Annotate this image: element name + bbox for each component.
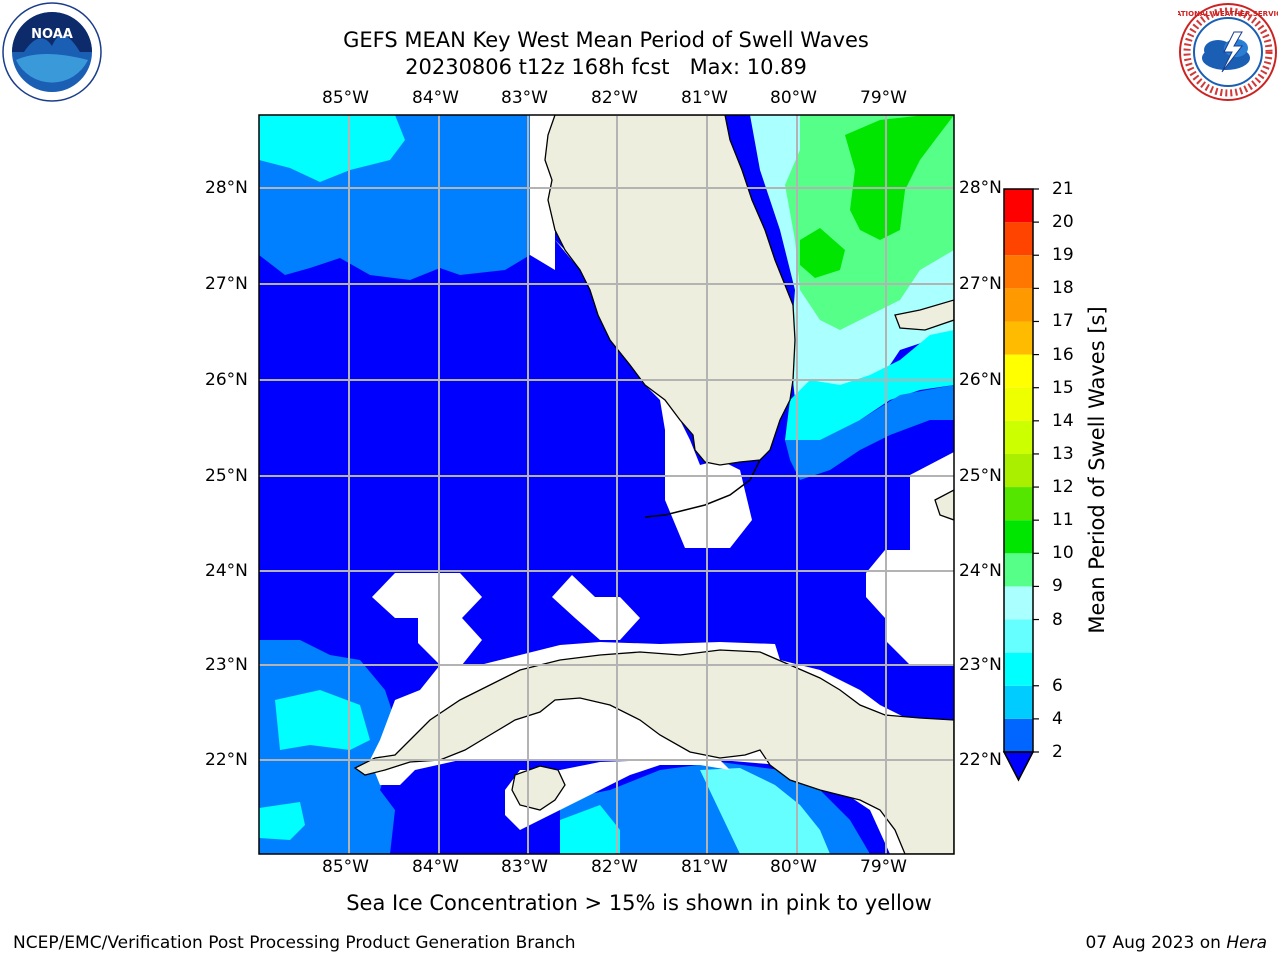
lat-label-right: 27°N (959, 274, 1002, 294)
colorbar-tick-label: 19 (1052, 245, 1074, 266)
sea-ice-note: Sea Ice Concentration > 15% is shown in … (346, 891, 932, 915)
lon-label-bottom: 79°W (860, 857, 907, 877)
map-frame (258, 114, 955, 855)
colorbar-band (1004, 354, 1033, 388)
nws-logo-text: NATIONAL WEATHER SERVICE (1178, 10, 1278, 18)
colorbar-tick-label: 21 (1052, 179, 1074, 199)
colorbar-tick-label: 14 (1052, 410, 1074, 431)
land-florida-keys (644, 459, 761, 518)
lat-label-right: 23°N (959, 655, 1002, 675)
colorbar-band (1004, 718, 1033, 752)
nws-logo: NATIONAL WEATHER SERVICE (1178, 3, 1278, 101)
noaa-logo: NOAA (2, 2, 102, 102)
lat-label-left: 23°N (205, 655, 248, 675)
lat-label-left: 28°N (205, 178, 248, 198)
lat-label-right: 24°N (959, 561, 1002, 581)
colorbar-band (1004, 520, 1033, 554)
land-isla-juventud (511, 765, 566, 811)
lon-label-top: 80°W (770, 88, 817, 108)
lon-label-top: 83°W (501, 88, 548, 108)
colorbar-band (1004, 586, 1033, 620)
colorbar-band (1004, 288, 1033, 322)
max-value: Max: 10.89 (689, 55, 807, 79)
lon-label-top: 85°W (322, 88, 369, 108)
lat-label-left: 26°N (205, 370, 248, 390)
footer-host: Hera (1226, 933, 1267, 953)
lon-label-bottom: 81°W (681, 857, 728, 877)
ocean-cyan-south (560, 805, 620, 854)
lon-label-top: 79°W (860, 88, 907, 108)
colorbar-band (1004, 553, 1033, 587)
colorbar-band (1004, 685, 1033, 719)
map-gridlines (259, 115, 954, 854)
lat-label-right: 26°N (959, 370, 1002, 390)
colorbar-tick-label: 6 (1052, 675, 1063, 696)
map-area (259, 115, 954, 854)
lon-label-top: 82°W (591, 88, 638, 108)
lon-label-bottom: 80°W (770, 857, 817, 877)
ocean-cyan-east (785, 330, 954, 470)
colorbar-band (1004, 321, 1033, 355)
colorbar-title: Mean Period of Swell Waves [s] (1085, 306, 1109, 634)
colorbar-frame (1003, 188, 1034, 753)
noaa-logo-text: NOAA (31, 27, 73, 42)
lat-label-left: 22°N (205, 750, 248, 770)
colorbar-band (1004, 420, 1033, 454)
land-andros (934, 489, 954, 521)
colorbar-band (1004, 487, 1033, 521)
lat-label-right: 22°N (959, 750, 1002, 770)
ocean-cyan-sw (275, 690, 370, 750)
colorbar-tick-label: 12 (1052, 477, 1074, 498)
chart-subtitle: 20230806 t12z 168h fcst Max: 10.89 (256, 54, 956, 80)
colorbar-tick-label: 18 (1052, 278, 1074, 299)
colorbar-tick-label: 15 (1052, 377, 1074, 398)
colorbar-band (1004, 619, 1033, 653)
ocean-green-east-2 (800, 228, 845, 278)
ocean-cyan-sw-2 (259, 802, 305, 840)
colorbar-band (1004, 222, 1033, 256)
colorbar-tick-label: 2 (1052, 742, 1063, 762)
colorbar-band (1004, 453, 1033, 488)
ocean-green-east-1 (845, 115, 954, 240)
colorbar (1002, 188, 1039, 782)
lon-label-bottom: 84°W (412, 857, 459, 877)
lon-label-bottom: 83°W (501, 857, 548, 877)
lat-label-right: 25°N (959, 466, 1002, 486)
colorbar-tick-label: 17 (1052, 311, 1074, 332)
lon-label-top: 84°W (412, 88, 459, 108)
colorbar-tick-label: 10 (1052, 543, 1074, 564)
lat-label-left: 27°N (205, 274, 248, 294)
colorbar-tick-label: 8 (1052, 609, 1063, 630)
colorbar-tick-label: 13 (1052, 443, 1074, 464)
footer-date-text: 07 Aug 2023 on (1085, 933, 1227, 953)
lon-label-bottom: 82°W (591, 857, 638, 877)
colorbar-band (1004, 255, 1033, 289)
lat-label-left: 25°N (205, 466, 248, 486)
land-florida (544, 115, 796, 466)
footer-date: 07 Aug 2023 on Hera (1085, 933, 1267, 953)
lat-label-right: 28°N (959, 178, 1002, 198)
land-cuba (353, 649, 954, 854)
land-bahamas (894, 299, 954, 331)
lon-label-top: 81°W (681, 88, 728, 108)
colorbar-band (1004, 652, 1033, 686)
colorbar-band (1004, 387, 1033, 421)
colorbar-extend-arrow (1002, 751, 1035, 782)
forecast-date: 20230806 t12z 168h fcst (405, 55, 670, 79)
colorbar-tick-label: 16 (1052, 344, 1074, 365)
colorbar-tick-label: 9 (1052, 576, 1063, 597)
lat-label-left: 24°N (205, 561, 248, 581)
colorbar-tick-label: 11 (1052, 510, 1074, 531)
lon-label-bottom: 85°W (322, 857, 369, 877)
ocean-blue-east (785, 385, 954, 480)
colorbar-tick-label: 4 (1052, 708, 1063, 729)
chart-title: GEFS MEAN Key West Mean Period of Swell … (343, 28, 869, 52)
colorbar-band (1004, 189, 1033, 223)
colorbar-tick-label: 20 (1052, 212, 1074, 233)
ocean-cyan-nw (259, 115, 405, 182)
footer-producer: NCEP/EMC/Verification Post Processing Pr… (13, 933, 576, 953)
